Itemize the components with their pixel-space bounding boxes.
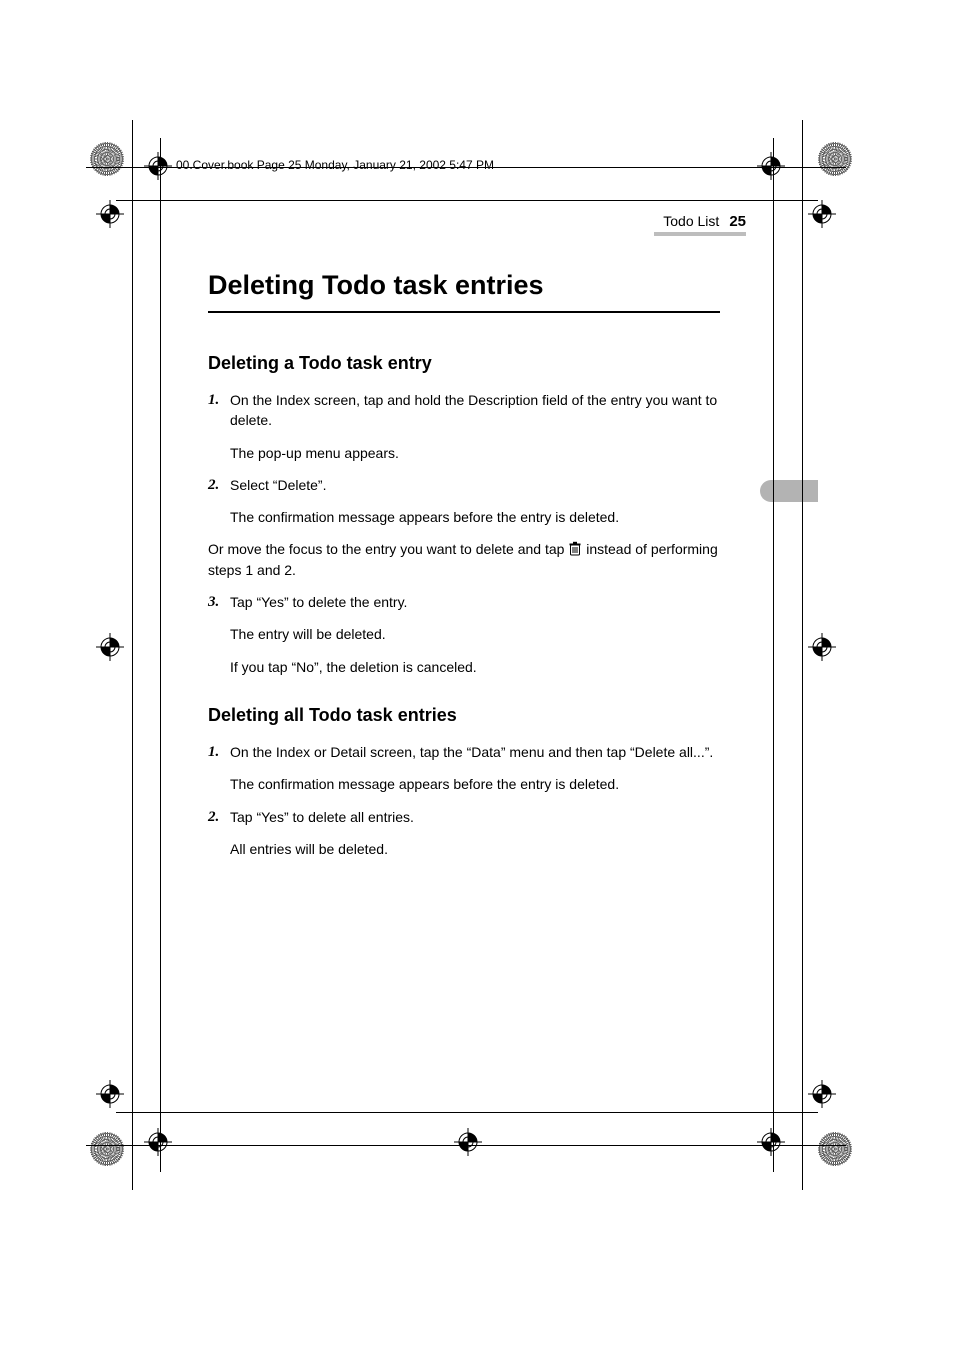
section-heading: Deleting all Todo task entries (208, 705, 720, 726)
rosette-mark-icon (818, 142, 852, 176)
step-number: 2. (208, 475, 219, 497)
registration-mark-icon (144, 152, 172, 180)
section-heading: Deleting a Todo task entry (208, 353, 720, 374)
page-content: Deleting Todo task entries Deleting a To… (208, 270, 720, 871)
step-subtext: If you tap “No”, the deletion is cancele… (230, 657, 720, 677)
trash-icon (568, 541, 582, 557)
registration-mark-icon (96, 1080, 124, 1108)
step-text: On the Index screen, tap and hold the De… (230, 392, 717, 428)
registration-mark-icon (96, 200, 124, 228)
note-text-before: Or move the focus to the entry you want … (208, 541, 568, 557)
registration-mark-icon (96, 633, 124, 661)
registration-mark-icon (808, 1080, 836, 1108)
thumb-tab (760, 480, 818, 502)
step-number: 2. (208, 807, 219, 829)
rosette-mark-icon (90, 1132, 124, 1166)
step-number: 1. (208, 742, 219, 764)
crop-line (86, 1145, 846, 1146)
running-head: Todo List 25 (663, 213, 746, 230)
running-head-label: Todo List (663, 213, 719, 229)
crop-line (116, 200, 818, 201)
numbered-step: 1. On the Index or Detail screen, tap th… (208, 742, 720, 795)
step-subtext: All entries will be deleted. (230, 839, 720, 859)
registration-mark-icon (454, 1128, 482, 1156)
numbered-step: 1. On the Index screen, tap and hold the… (208, 390, 720, 463)
body-note: Or move the focus to the entry you want … (208, 539, 720, 580)
numbered-step: 3. Tap “Yes” to delete the entry. The en… (208, 592, 720, 677)
crop-line (132, 120, 133, 1190)
rosette-mark-icon (818, 1132, 852, 1166)
numbered-step: 2. Select “Delete”. The confirmation mes… (208, 475, 720, 528)
rosette-mark-icon (90, 142, 124, 176)
crop-line (116, 1112, 818, 1113)
step-subtext: The pop-up menu appears. (230, 443, 720, 463)
registration-mark-icon (808, 633, 836, 661)
crop-line (773, 138, 774, 1172)
page-number: 25 (729, 213, 746, 230)
step-text: Select “Delete”. (230, 477, 326, 493)
registration-mark-icon (144, 1128, 172, 1156)
step-number: 1. (208, 390, 219, 412)
registration-mark-icon (808, 200, 836, 228)
running-head-rule (654, 232, 746, 236)
registration-mark-icon (757, 152, 785, 180)
header-slug: 00.Cover.book Page 25 Monday, January 21… (176, 158, 500, 172)
step-text: On the Index or Detail screen, tap the “… (230, 744, 713, 760)
numbered-step: 2. Tap “Yes” to delete all entries. All … (208, 807, 720, 860)
step-number: 3. (208, 592, 219, 614)
crop-line (86, 167, 846, 168)
step-subtext: The entry will be deleted. (230, 624, 720, 644)
step-text: Tap “Yes” to delete all entries. (230, 809, 414, 825)
step-subtext: The confirmation message appears before … (230, 507, 720, 527)
crop-line (802, 120, 803, 1190)
page-title: Deleting Todo task entries (208, 270, 720, 313)
registration-mark-icon (757, 1128, 785, 1156)
step-subtext: The confirmation message appears before … (230, 774, 720, 794)
step-text: Tap “Yes” to delete the entry. (230, 594, 407, 610)
crop-line (160, 138, 161, 1172)
